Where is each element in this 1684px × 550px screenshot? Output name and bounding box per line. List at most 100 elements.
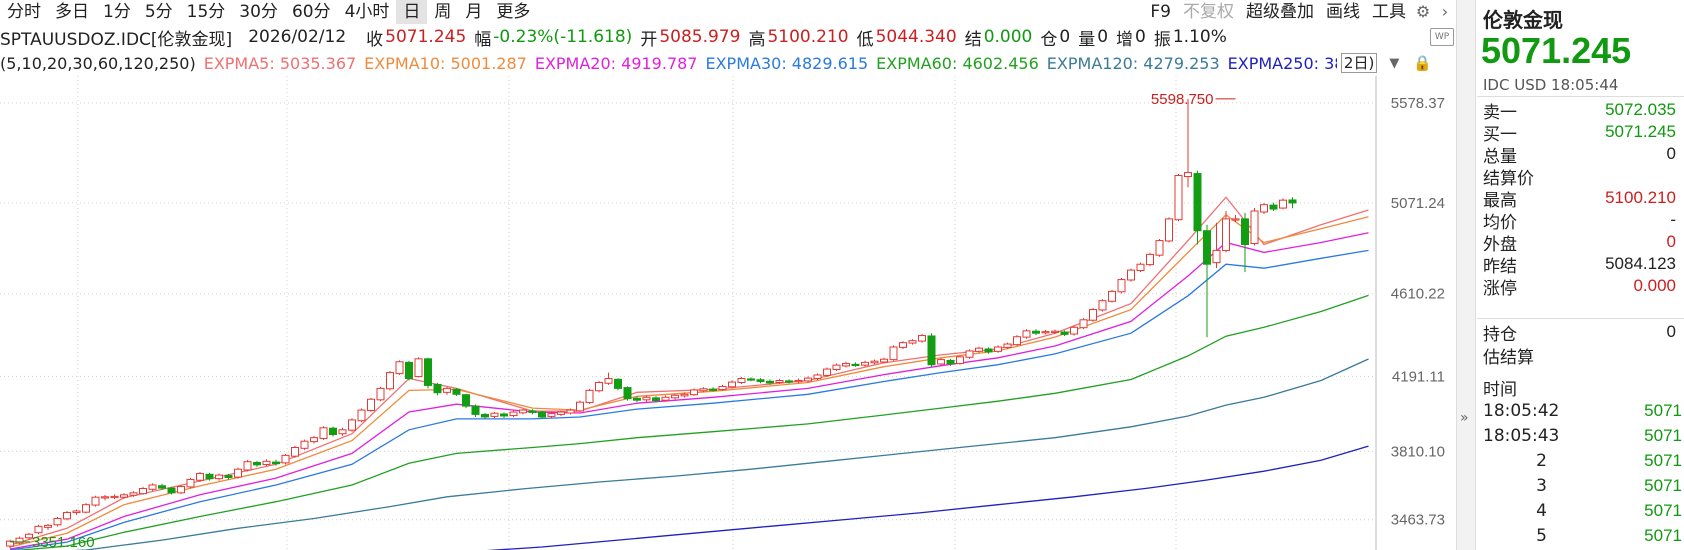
up-candle xyxy=(547,413,556,417)
period-tab[interactable]: 日 xyxy=(396,0,428,24)
quote-row: 估结算 xyxy=(1483,343,1676,368)
up-candle xyxy=(25,533,33,539)
double-chevron-right-icon[interactable]: » xyxy=(1460,410,1469,426)
period-tab[interactable]: 15分 xyxy=(186,2,226,22)
down-candle xyxy=(433,383,442,394)
expma10-line xyxy=(9,214,1369,548)
period-toolbar: 分时 多日 1分 5分 15分 30分 60分 4小时日周月更多 F9 不复权 超级叠加 画线… xyxy=(0,0,1456,24)
down-candle xyxy=(623,387,632,400)
f9-button[interactable]: F9 xyxy=(1150,2,1171,22)
change-label: 幅 xyxy=(474,29,492,50)
tools-button[interactable]: 工具 xyxy=(1372,2,1406,22)
quote-label: 结算价 xyxy=(1483,168,1534,189)
dropdown-triangle-icon[interactable]: ▼ xyxy=(1389,55,1400,71)
y-tick-label: 4191.11 xyxy=(1392,368,1445,385)
down-candle xyxy=(500,413,508,417)
open-label: 开 xyxy=(640,29,658,50)
up-candle xyxy=(82,504,90,513)
settle-value: 0.000 xyxy=(983,27,1033,47)
quote-value: 5084.123 xyxy=(1605,254,1676,273)
period-tab[interactable]: 1分 xyxy=(103,2,131,22)
quote-row: 均价 - xyxy=(1483,208,1676,233)
tick-time: 18:05:43 xyxy=(1483,425,1560,446)
up-candle xyxy=(367,398,375,411)
panel-splitter[interactable]: » xyxy=(1456,0,1476,550)
up-candle xyxy=(557,411,565,415)
up-candle xyxy=(880,358,888,363)
up-candle xyxy=(804,377,812,382)
last-price: 5071.245 xyxy=(1481,30,1632,71)
quote-value: - xyxy=(1670,210,1676,229)
tool-buttons: F9 不复权 超级叠加 画线 工具 ⚙ › xyxy=(1144,0,1456,24)
max-price-label: 5598.750 xyxy=(1151,91,1214,108)
quote-info-row: SPTAUUSDOZ.IDC[伦敦金现] 2026/02/12 收 5071.24… xyxy=(0,24,1440,50)
position-label: 仓 xyxy=(1040,29,1058,50)
up-candle xyxy=(376,387,385,401)
tick-row: 3 5071 xyxy=(1483,473,1682,498)
period-tab[interactable]: 更多 xyxy=(496,2,531,22)
up-candle xyxy=(737,378,746,383)
down-candle xyxy=(462,394,470,407)
low-label: 低 xyxy=(856,29,874,50)
tick-time: 18:05:42 xyxy=(1483,400,1560,421)
down-candle xyxy=(633,397,641,401)
quote-row: 总量 0 xyxy=(1483,142,1676,167)
up-candle xyxy=(604,378,613,384)
chevron-right-icon[interactable]: › xyxy=(1441,2,1449,21)
period-tab[interactable]: 月 xyxy=(465,2,483,22)
up-candle xyxy=(1079,319,1088,329)
candlestick-chart[interactable]: 5578.37 5071.24 4610.22 4191.11 3810.10 3463.… xyxy=(0,76,1456,550)
expma5-label: EXPMA5: 5035.367 xyxy=(203,53,357,73)
down-candle xyxy=(747,378,755,381)
up-candle xyxy=(53,517,62,526)
period-tab[interactable]: 分时 xyxy=(7,2,41,22)
expma120-label: EXPMA120: 4279.253 xyxy=(1046,53,1220,73)
period-tab[interactable]: 4小时 xyxy=(344,2,390,22)
up-candle xyxy=(148,484,157,490)
down-candle xyxy=(205,473,214,480)
up-candle xyxy=(1222,218,1230,251)
period-tab[interactable]: 60分 xyxy=(291,2,331,22)
period-tab[interactable]: 5分 xyxy=(144,2,173,22)
expma20-label: EXPMA20: 4919.787 xyxy=(534,53,698,73)
tick-row: 18:05:43 5071 xyxy=(1483,423,1682,448)
down-candle xyxy=(452,388,461,395)
quote-value: 0 xyxy=(1666,144,1676,163)
expma250-line xyxy=(486,445,1369,550)
gear-icon[interactable]: ⚙ xyxy=(1415,2,1431,21)
up-candle xyxy=(243,461,252,471)
up-candle xyxy=(956,356,964,365)
period-tab[interactable]: 多日 xyxy=(55,2,89,22)
overlay-button[interactable]: 超级叠加 xyxy=(1246,2,1314,22)
adjust-button[interactable]: 不复权 xyxy=(1183,2,1234,22)
up-candle xyxy=(215,474,223,480)
expma5-line xyxy=(9,196,1369,546)
up-candle xyxy=(1136,263,1145,272)
wp-badge[interactable]: WP xyxy=(1430,28,1454,46)
up-candle xyxy=(1184,172,1192,178)
tick-time: 5 xyxy=(1536,525,1547,546)
draw-line-button[interactable]: 画线 xyxy=(1326,2,1360,22)
down-candle xyxy=(756,379,765,382)
down-candle xyxy=(167,487,176,494)
amplitude-label: 振 xyxy=(1153,29,1171,50)
tick-row: 2 5071 xyxy=(1483,448,1682,473)
y-tick-label: 3810.10 xyxy=(1391,443,1445,460)
period-tab[interactable]: 30分 xyxy=(239,2,278,22)
down-candle xyxy=(1203,230,1211,265)
expma20-line xyxy=(9,232,1369,550)
down-candle xyxy=(927,335,936,366)
period-tab[interactable]: 周 xyxy=(434,2,452,22)
tick-price: 5071 xyxy=(1644,500,1682,520)
quote-row: 涨停 0.000 xyxy=(1483,274,1676,299)
up-candle xyxy=(101,496,109,499)
up-candle xyxy=(129,492,138,496)
up-candle xyxy=(281,454,290,464)
lock-icon[interactable]: 🔒 xyxy=(1413,54,1432,72)
quote-label: 外盘 xyxy=(1483,234,1517,255)
up-candle xyxy=(357,409,366,422)
down-candle xyxy=(253,461,261,466)
up-candle xyxy=(832,364,841,370)
period-count-box[interactable]: 2日) xyxy=(1340,53,1378,73)
quote-value: 0 xyxy=(1666,232,1676,251)
